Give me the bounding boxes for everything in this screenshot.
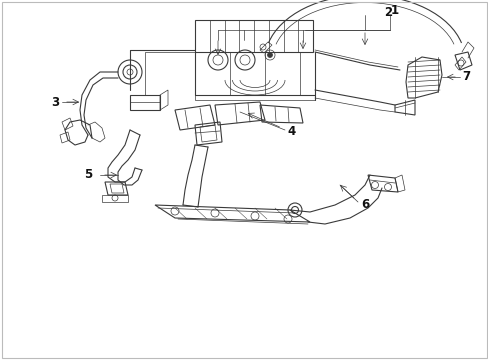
Text: 7: 7 [461, 71, 469, 84]
Text: 5: 5 [84, 168, 92, 181]
Text: 4: 4 [287, 126, 296, 139]
Text: 1: 1 [390, 4, 398, 17]
Text: 2: 2 [383, 5, 391, 18]
Text: 6: 6 [360, 198, 368, 211]
Text: 3: 3 [51, 95, 59, 108]
Circle shape [267, 53, 272, 58]
